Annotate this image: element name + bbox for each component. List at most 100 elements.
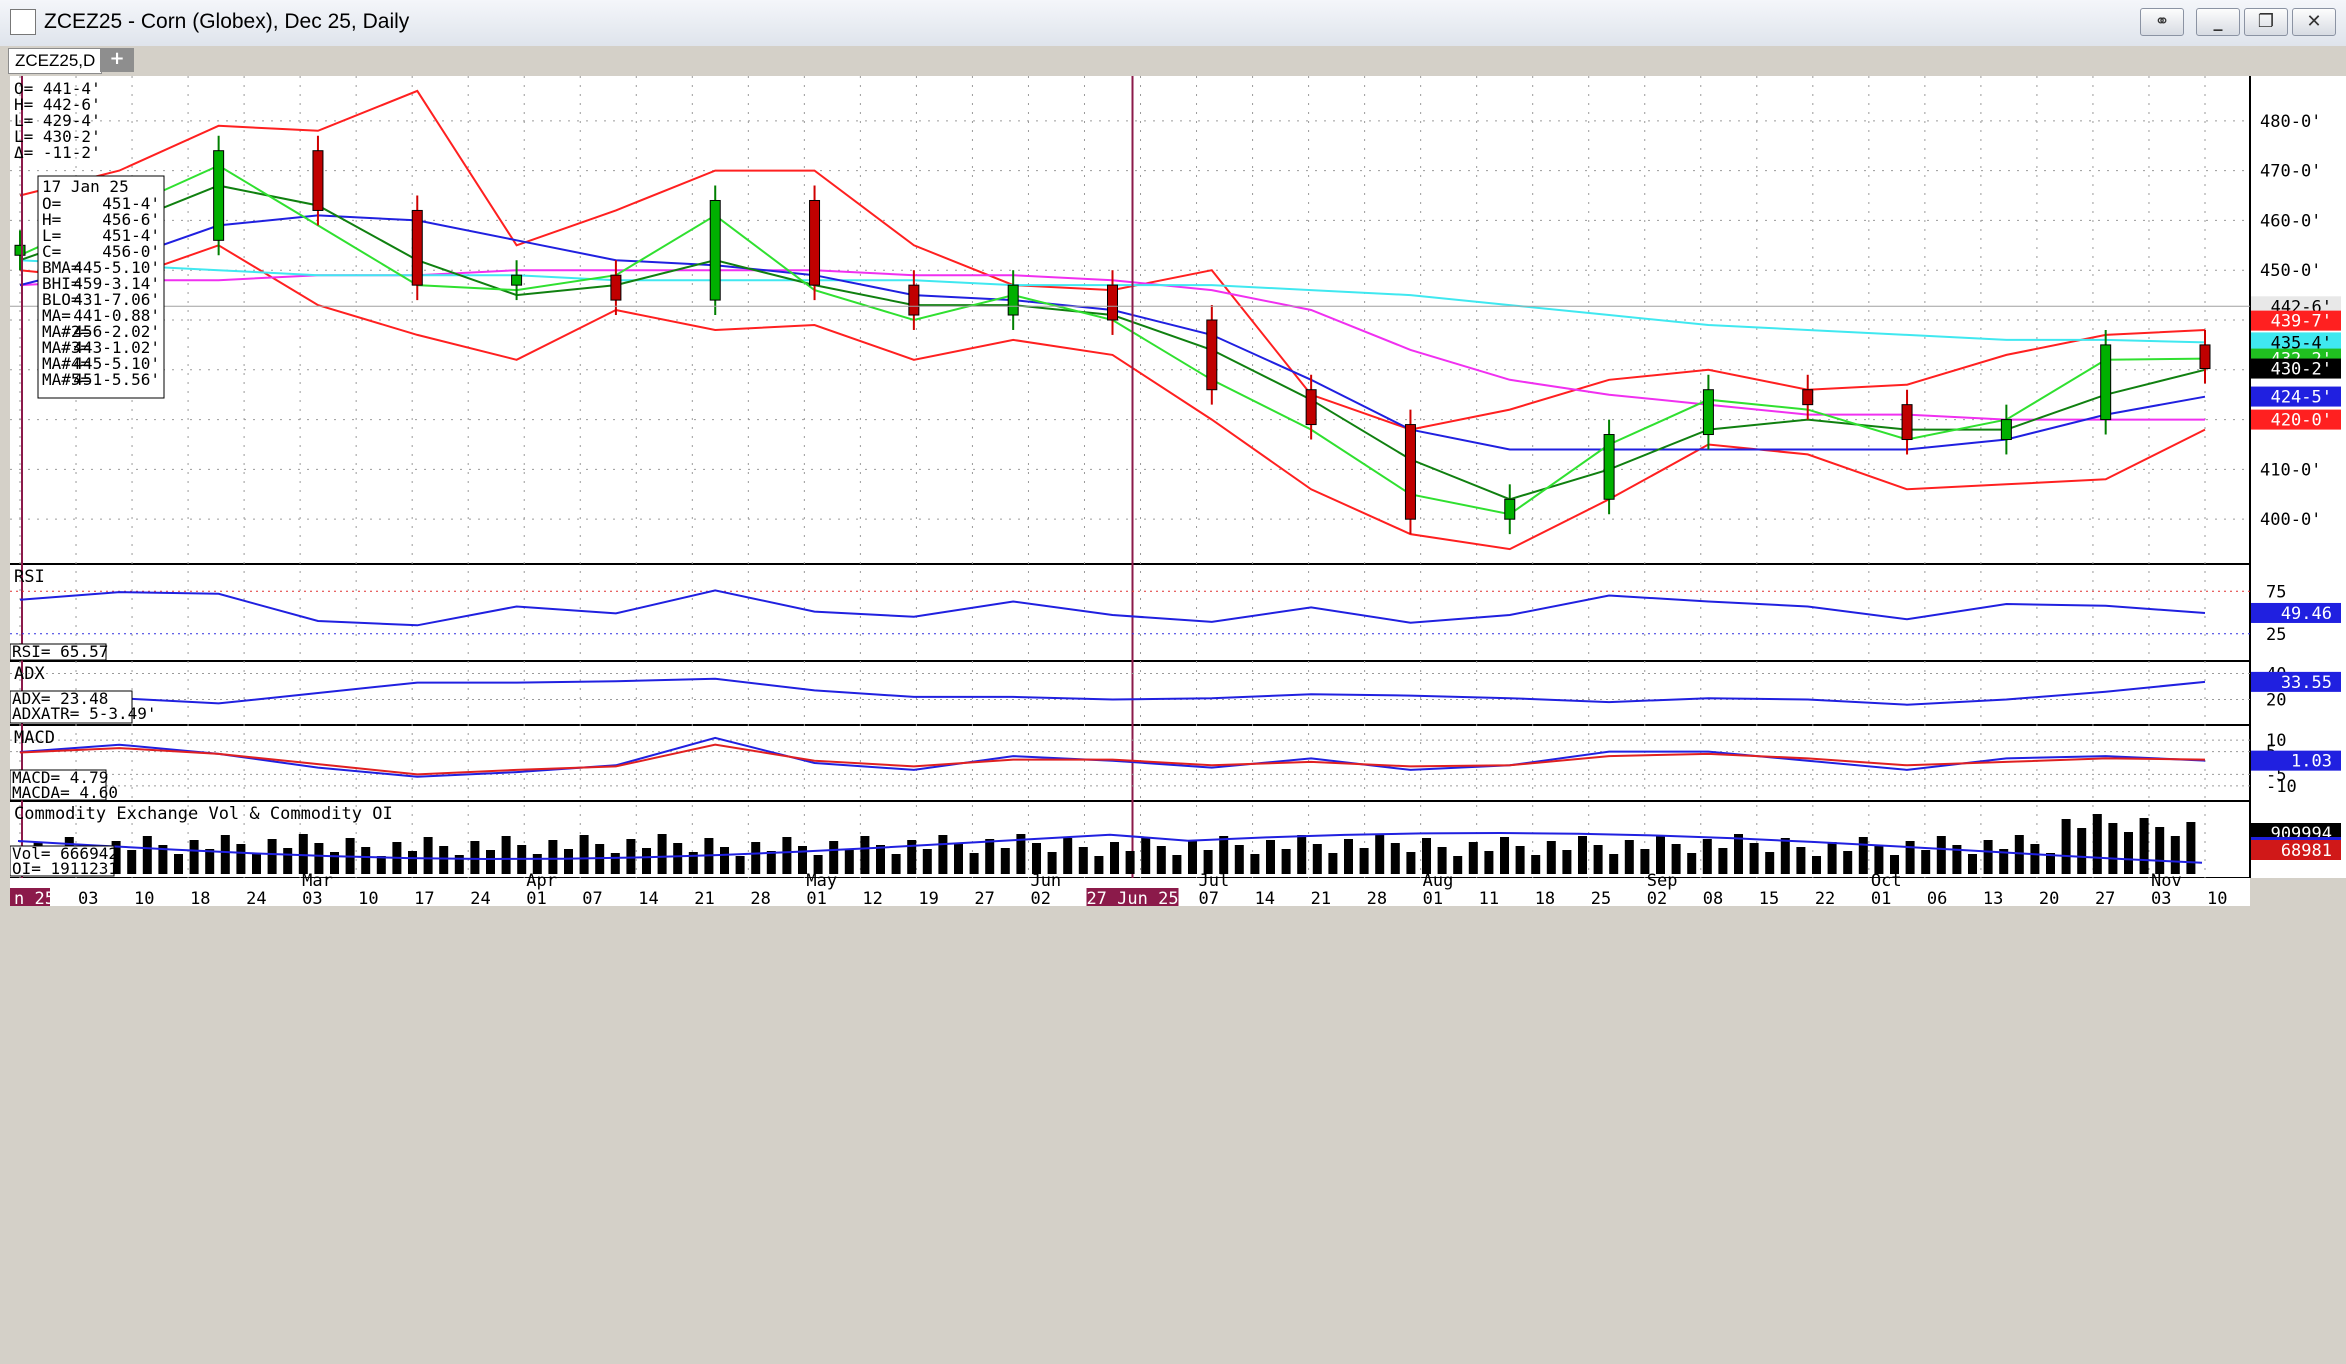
volume-bar: [501, 836, 511, 874]
volume-bar: [1468, 842, 1478, 874]
price-marker-badge: [2251, 409, 2341, 430]
date-tick-label: 27: [2095, 889, 2115, 909]
data-window-label: C=: [42, 242, 61, 261]
volume-bar: [735, 856, 745, 874]
candle-body: [1107, 284, 1118, 321]
volume-bar: [860, 836, 870, 874]
date-tick-label: 21: [1311, 889, 1331, 909]
ohlc-readout-line: L= 430-2': [14, 127, 101, 146]
link-icon[interactable]: ⚭: [2140, 8, 2184, 36]
volume-bar: [1578, 836, 1587, 874]
volume-bar: [876, 845, 885, 874]
date-tick-label: 10: [134, 889, 154, 909]
volume-bar: [1796, 847, 1806, 874]
candle-body: [1603, 434, 1615, 500]
volume-bar: [127, 850, 137, 874]
volume-bar: [2046, 853, 2055, 874]
rsi-line-0: [19, 589, 2206, 627]
data-window-label: L=: [42, 226, 61, 245]
volume-bar: [267, 839, 277, 874]
price-tick-label: 470-0': [2260, 162, 2321, 182]
macd-line-1: [19, 743, 2206, 776]
rsi-readout-box: [10, 643, 107, 661]
minimize-button[interactable]: _: [2196, 8, 2240, 36]
data-window-value: 445-5.10': [73, 354, 160, 373]
date-tick-label: 27: [974, 889, 994, 909]
volume-bar: [1063, 838, 1073, 874]
volume-bar: [361, 847, 371, 874]
chart-tab[interactable]: ZCEZ25,D: [8, 48, 103, 74]
volume-bar: [2108, 823, 2118, 874]
volume-readout-box: [10, 845, 115, 877]
date-tick-label: 12: [862, 889, 882, 909]
volume-bar: [1359, 848, 1369, 874]
restore-button[interactable]: ❐: [2244, 8, 2288, 36]
macd-readout-box: [10, 769, 107, 801]
volume-bar: [1968, 854, 1977, 874]
volume-panel[interactable]: Commodity Exchange Vol & Commodity OI: [14, 804, 2203, 874]
adx-line-0: [19, 677, 2206, 706]
volume-bar: [798, 846, 807, 874]
ohlc-readout-line: L= 429-4': [14, 111, 101, 130]
volume-bar: [782, 837, 792, 874]
volume-bar: [1453, 856, 1463, 874]
volume-bar: [111, 841, 121, 874]
volume-bar: [1531, 855, 1541, 874]
adx-panel[interactable]: ADX: [10, 664, 2250, 706]
chart-area[interactable]: RSI ADX MACD Commodity Exchange Vol & Co…: [10, 76, 2346, 1364]
month-label: Jun: [1030, 871, 1061, 891]
date-tick-label: 28: [1367, 889, 1387, 909]
month-label: Aug: [1423, 871, 1454, 891]
candle-body: [1504, 498, 1516, 520]
volume-bar: [1609, 854, 1619, 874]
volume-bar: [376, 856, 386, 874]
date-tick-label: 24: [470, 889, 490, 909]
volume-bar: [283, 848, 293, 874]
volume-bar: [2014, 835, 2024, 874]
date-tick-label: 01: [1871, 889, 1891, 909]
volume-bar: [1047, 852, 1057, 874]
volume-marker-label: 68981: [2281, 841, 2332, 861]
date-axis-bg: [10, 878, 2346, 1364]
volume-bar: [1749, 843, 1759, 874]
add-tab-button[interactable]: +: [100, 48, 134, 72]
data-window-value: 456-6': [102, 210, 160, 229]
volume-bar: [1281, 849, 1291, 874]
volume-bar: [1297, 835, 1307, 874]
price-marker-label: 439-7': [2271, 312, 2332, 332]
close-button[interactable]: ✕: [2292, 8, 2336, 36]
candle-body: [1206, 319, 1218, 391]
volume-bar: [486, 850, 495, 874]
adx-panel-title: ADX: [14, 664, 45, 684]
volume-bar: [2077, 828, 2087, 874]
month-label: Jul: [1199, 871, 1230, 891]
date-tick-label: 15: [1759, 889, 1779, 909]
date-tick-label: 01: [806, 889, 826, 909]
date-tick-label: 18: [1535, 889, 1555, 909]
rsi-marker-label: 49.46: [2281, 604, 2332, 624]
volume-bar: [1624, 840, 1634, 874]
candle-body: [610, 274, 622, 301]
date-tick-label: 07: [582, 889, 602, 909]
date-tick-label: 10: [358, 889, 378, 909]
adx-readout-box: [10, 690, 133, 724]
data-window-label: MA#5=: [42, 370, 90, 389]
date-tick-label: 25: [1591, 889, 1611, 909]
volume-bar: [1312, 844, 1322, 874]
volume-bar: [532, 854, 542, 874]
macd-line-0: [19, 736, 2206, 778]
date-tick-label: 14: [638, 889, 658, 909]
volume-bar: [829, 841, 839, 874]
rsi-panel[interactable]: RSI: [10, 567, 2250, 635]
data-window-label: BHI=: [42, 274, 81, 293]
macd-panel[interactable]: MACD: [10, 728, 2250, 787]
volume-bar: [1921, 850, 1931, 874]
volume-bar: [813, 855, 823, 874]
month-label: May: [806, 871, 837, 891]
price-axis: 480-0'470-0'460-0'450-0'410-0'400-0'442-…: [2251, 112, 2341, 864]
open-interest-line: [17, 831, 2203, 864]
rsi-panel-title: RSI: [14, 567, 45, 587]
volume-bar: [1999, 849, 2009, 874]
volume-bar: [626, 839, 636, 874]
month-label: Oct: [1871, 871, 1902, 891]
